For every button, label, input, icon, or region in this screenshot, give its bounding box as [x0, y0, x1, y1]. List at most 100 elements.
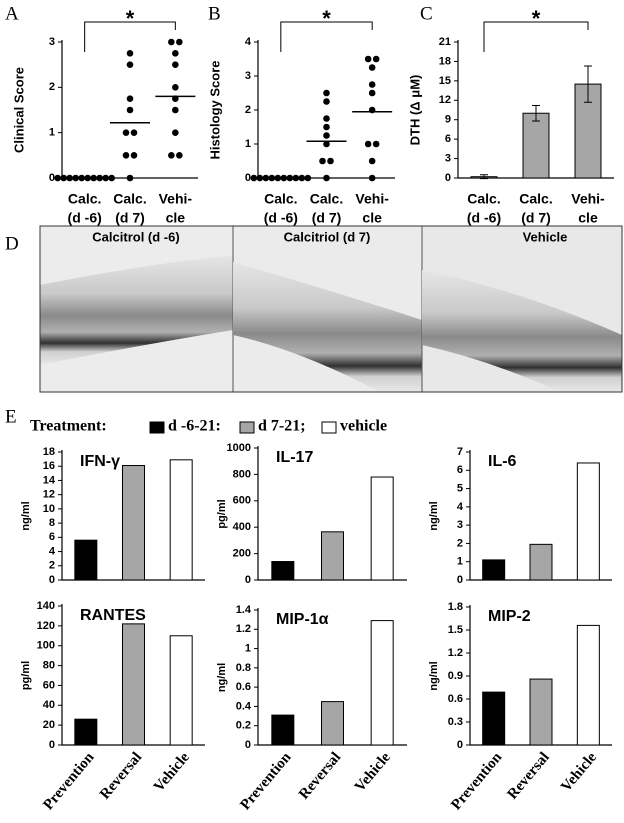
- x-tick-label: (d -6): [467, 210, 501, 226]
- chart-title: IL-6: [488, 453, 517, 470]
- x-tick-label: Prevention: [40, 749, 97, 813]
- bar: [169, 635, 193, 746]
- y-tick-label: 8: [49, 517, 55, 529]
- x-tick-label: Prevention: [448, 749, 505, 813]
- y-tick-label: 3: [457, 519, 463, 531]
- legend-swatch: [239, 421, 255, 434]
- significance-bracket: [280, 21, 373, 52]
- y-tick-label: 80: [43, 659, 55, 671]
- y-tick-label: 0: [245, 739, 251, 751]
- panel-label: D: [5, 233, 19, 254]
- legend-swatch: [321, 421, 337, 434]
- bar: [122, 623, 145, 746]
- y-axis-label: pg/ml: [216, 499, 228, 528]
- bar: [576, 462, 600, 581]
- chart-title: IL-17: [276, 449, 313, 466]
- x-tick-label: Reversal: [97, 749, 145, 802]
- y-tick-label: 21: [439, 36, 451, 48]
- data-point: [368, 81, 376, 88]
- y-tick-label: 1: [245, 642, 251, 654]
- image-label: Calcitrol (d -6): [92, 229, 179, 244]
- y-tick-label: 0.3: [448, 716, 463, 728]
- data-point: [172, 106, 179, 114]
- data-point: [256, 174, 264, 182]
- y-tick-label: 16: [43, 460, 55, 472]
- bar: [271, 714, 295, 746]
- y-axis-label: ng/ml: [428, 661, 440, 690]
- chart-title: MIP-1α: [276, 611, 329, 628]
- x-tick-label: (d 7): [312, 210, 342, 226]
- data-point: [102, 174, 109, 182]
- annotation: *: [322, 6, 331, 31]
- y-tick-label: 6: [457, 464, 463, 476]
- y-tick-label: 20: [43, 719, 55, 731]
- significance-bracket: [84, 21, 176, 52]
- legend-swatch: [149, 421, 165, 434]
- legend-label: d 7-21;: [258, 418, 306, 435]
- bar: [74, 539, 98, 581]
- y-tick-label: 200: [233, 548, 251, 560]
- x-tick-label: Vehi-: [159, 191, 193, 207]
- x-tick-label: Calc.: [264, 191, 297, 207]
- y-tick-label: 12: [43, 489, 55, 501]
- bar: [529, 543, 553, 581]
- x-tick-label: cle: [166, 210, 186, 226]
- data-point: [54, 174, 61, 182]
- error-bar: [584, 65, 592, 103]
- x-tick-label: Prevention: [237, 749, 294, 813]
- data-point: [304, 174, 312, 182]
- y-tick-label: 10: [43, 503, 55, 515]
- bar: [529, 678, 553, 746]
- panel-label: E: [5, 406, 17, 427]
- legend-label: d -6-21:: [168, 418, 221, 435]
- y-tick-label: 3: [245, 70, 251, 82]
- bar: [122, 465, 145, 581]
- image-label: Calcitriol (d 7): [284, 229, 371, 244]
- micrograph-3: [421, 225, 623, 393]
- y-tick-label: 1.8: [448, 601, 463, 613]
- y-tick-label: 0: [245, 172, 251, 184]
- y-tick-label: 1.4: [236, 604, 252, 616]
- y-tick-label: 600: [233, 495, 251, 507]
- y-tick-label: 1.2: [236, 623, 251, 635]
- y-tick-label: 1.2: [448, 647, 463, 659]
- significance-bracket: [483, 21, 589, 52]
- data-point: [126, 174, 134, 182]
- error-bar: [532, 104, 540, 122]
- annotation: *: [532, 6, 541, 31]
- data-point: [168, 38, 175, 46]
- y-tick-label: 140: [37, 600, 55, 612]
- y-tick-label: 5: [457, 482, 463, 494]
- bar: [321, 701, 344, 746]
- y-tick-label: 0.6: [448, 693, 463, 705]
- y-tick-label: 0.9: [448, 670, 463, 682]
- bar: [370, 620, 394, 746]
- x-tick-label: cle: [362, 210, 382, 226]
- x-tick-label: cle: [578, 210, 598, 226]
- data-point: [364, 55, 372, 63]
- y-tick-label: 0: [49, 172, 55, 184]
- data-point: [126, 61, 134, 68]
- data-point: [130, 152, 138, 159]
- micrograph-1: [39, 225, 234, 393]
- image-frame: [39, 225, 623, 393]
- data-point: [108, 174, 115, 182]
- y-tick-label: 0: [457, 739, 463, 751]
- y-axis-label: Histology Score: [207, 61, 222, 160]
- y-axis-label: ng/ml: [20, 501, 32, 530]
- data-point: [327, 157, 334, 165]
- data-point: [323, 140, 330, 148]
- y-tick-label: 1: [457, 556, 463, 568]
- bar: [482, 559, 506, 581]
- y-tick-label: 0: [445, 172, 451, 184]
- data-point: [368, 64, 376, 71]
- x-tick-label: Vehicle: [352, 749, 394, 795]
- bar: [482, 691, 506, 746]
- chart-title: RANTES: [80, 607, 146, 624]
- data-point: [176, 38, 183, 46]
- image-label: Vehicle: [523, 229, 568, 244]
- y-tick-label: 0.4: [236, 700, 252, 712]
- data-point: [172, 50, 179, 57]
- y-tick-label: 0.2: [236, 720, 251, 732]
